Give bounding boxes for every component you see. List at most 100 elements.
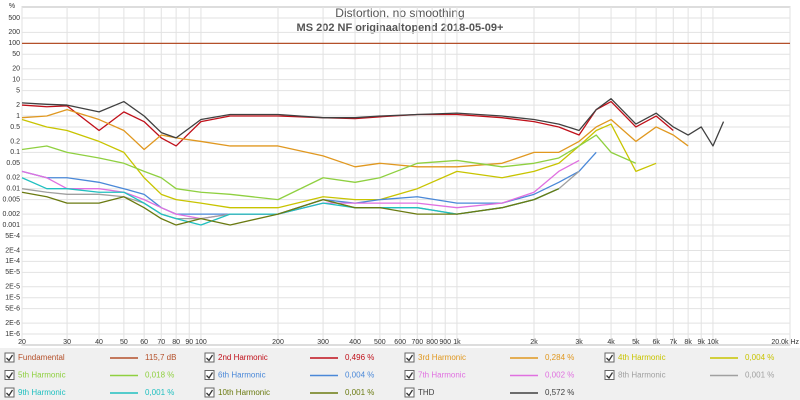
x-tick-label: 10k — [707, 339, 719, 346]
check-mark — [6, 389, 14, 397]
legend-checkbox[interactable] — [4, 387, 15, 398]
x-tick-label: 800 — [426, 339, 438, 346]
legend-label: 5th Harmonic — [18, 371, 66, 380]
legend-value: 0,284 % — [545, 353, 574, 362]
y-tick-label: 2E-5 — [5, 284, 20, 291]
y-tick-label: 5 — [16, 87, 20, 94]
series-line — [21, 108, 689, 168]
check-mark — [406, 354, 414, 362]
x-tick-label: 2k — [530, 339, 538, 346]
legend-entry: 3rd Harmonic 0,284 % — [404, 352, 574, 363]
legend-checkbox[interactable] — [204, 370, 215, 380]
series-line — [21, 98, 725, 147]
legend-entry: 7th Harmonic 0,002 % — [404, 370, 574, 380]
check-mark — [6, 354, 14, 362]
legend-entry: 6th Harmonic 0,004 % — [204, 370, 374, 380]
x-tick-label: 3k — [575, 339, 583, 346]
check-mark — [606, 354, 614, 362]
legend-entry: 4th Harmonic 0,004 % — [604, 352, 774, 363]
y-tick-label: 2E-4 — [5, 247, 20, 254]
legend-value: 0,004 % — [745, 353, 774, 362]
y-tick-label: 0.001 — [2, 222, 20, 229]
y-tick-label: 50 — [12, 51, 20, 58]
legend-label: 9th Harmonic — [18, 388, 66, 397]
y-tick-label: 2 — [16, 102, 20, 109]
legend-entry: 10th Harmonic 0,001 % — [204, 387, 374, 398]
y-tick-label: 1E-6 — [5, 331, 20, 338]
x-tick-label: 20 — [18, 339, 26, 346]
legend-value: 0,004 % — [345, 371, 374, 380]
y-tick-label: 0.01 — [6, 186, 20, 193]
y-tick-label: 2E-6 — [5, 320, 20, 327]
legend-label: Fundamental — [18, 353, 65, 362]
check-mark — [206, 372, 214, 380]
check-mark — [6, 372, 14, 380]
legend-label: 8th Harmonic — [618, 371, 666, 380]
x-tick-label: 4k — [607, 339, 615, 346]
x-tick-label: 8k — [684, 339, 692, 346]
legend-label: 7th Harmonic — [418, 371, 466, 380]
y-tick-label: 10 — [12, 77, 20, 84]
check-mark — [406, 372, 414, 380]
series-line — [21, 188, 560, 226]
legend-checkbox[interactable] — [204, 352, 215, 363]
legend-entry: 2nd Harmonic 0,496 % — [204, 352, 374, 363]
legend-label: THD — [418, 388, 435, 397]
y-tick-label: 0.1 — [10, 149, 20, 156]
y-tick-label: 0.005 — [2, 196, 20, 203]
y-tick-label: 5E-5 — [5, 269, 20, 276]
y-tick-label: 0.05 — [6, 160, 20, 167]
x-tick-label: 5k — [632, 339, 640, 346]
y-tick-label: 20 — [12, 66, 20, 73]
legend-checkbox[interactable] — [404, 387, 415, 398]
x-tick-label: 600 — [394, 339, 406, 346]
x-tick-label: 40 — [95, 339, 103, 346]
x-tick-label: 400 — [349, 339, 361, 346]
legend-checkbox[interactable] — [404, 370, 415, 380]
legend-entry: 9th Harmonic 0,001 % — [4, 387, 174, 398]
x-tick-label: 300 — [317, 339, 329, 346]
check-mark — [206, 354, 214, 362]
x-tick-label: 500 — [374, 339, 386, 346]
x-tick-label: 200 — [272, 339, 284, 346]
legend-value: 0,496 % — [345, 353, 374, 362]
legend-checkbox[interactable] — [4, 352, 15, 363]
x-tick-label: 60 — [140, 339, 148, 346]
x-tick-label: 70 — [157, 339, 165, 346]
y-tick-label: 5E-6 — [5, 306, 20, 313]
legend-label: 4th Harmonic — [618, 353, 666, 362]
x-tick-label: 30 — [63, 339, 71, 346]
y-tick-label: 0.5 — [10, 124, 20, 131]
check-mark — [606, 372, 614, 380]
legend-value: 0,001 % — [345, 388, 374, 397]
check-mark — [406, 389, 414, 397]
y-tick-label: 500 — [8, 15, 20, 22]
legend-entry: 8th Harmonic 0,001 % — [604, 370, 774, 380]
y-tick-label: 100 — [8, 40, 20, 47]
y-tick-label: 0.2 — [10, 138, 20, 145]
legend-entry: Fundamental 115,7 dB — [4, 352, 176, 363]
legend-value: 115,7 dB — [145, 353, 176, 362]
legend-value: 0,572 % — [545, 388, 574, 397]
legend-panel — [0, 348, 800, 400]
check-mark — [206, 389, 214, 397]
y-tick-label: 5E-4 — [5, 233, 20, 240]
legend-checkbox[interactable] — [404, 352, 415, 363]
legend-checkbox[interactable] — [204, 387, 215, 398]
legend-label: 6th Harmonic — [218, 371, 266, 380]
y-unit: % — [9, 3, 15, 10]
y-tick-label: 0.002 — [2, 211, 20, 218]
x-tick-label: 900 — [439, 339, 451, 346]
y-tick-label: 200 — [8, 29, 20, 36]
legend-label: 2nd Harmonic — [218, 353, 268, 362]
x-tick-label: 50 — [120, 339, 128, 346]
legend-entry: THD 0,572 % — [404, 387, 574, 398]
x-tick-label: 80 — [172, 339, 180, 346]
x-tick-label: 1k — [453, 339, 461, 346]
legend-checkbox[interactable] — [604, 370, 615, 380]
x-tick-label: 20.0k Hz — [771, 339, 799, 346]
x-tick-label: 100 — [195, 339, 207, 346]
legend-checkbox[interactable] — [604, 352, 615, 363]
legend-checkbox[interactable] — [4, 370, 15, 380]
